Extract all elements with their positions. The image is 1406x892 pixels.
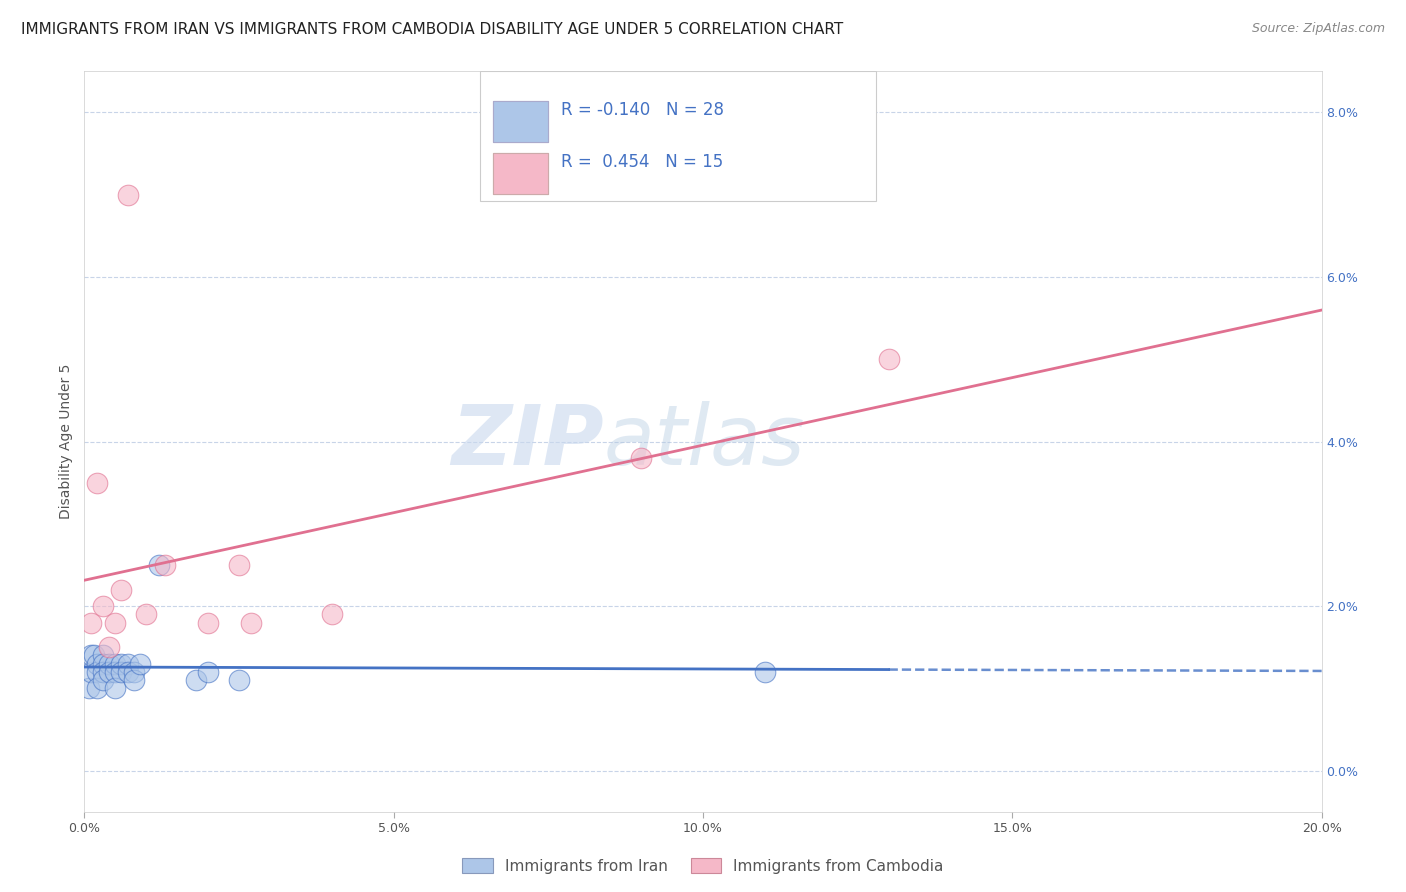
Point <box>91 599 114 613</box>
Point <box>91 657 114 671</box>
Text: Source: ZipAtlas.com: Source: ZipAtlas.com <box>1251 22 1385 36</box>
Point <box>129 657 152 671</box>
FancyBboxPatch shape <box>492 153 548 194</box>
Point <box>148 558 170 572</box>
Point <box>91 648 114 663</box>
Point <box>135 607 157 622</box>
Point <box>877 352 900 367</box>
Text: R =  0.454   N = 15: R = 0.454 N = 15 <box>561 153 723 170</box>
Point <box>98 657 121 671</box>
Point <box>197 665 219 679</box>
Point <box>86 681 108 696</box>
Point <box>91 665 114 679</box>
Point <box>79 665 101 679</box>
Point <box>104 665 127 679</box>
Point <box>79 681 101 696</box>
Legend: Immigrants from Iran, Immigrants from Cambodia: Immigrants from Iran, Immigrants from Ca… <box>454 850 952 881</box>
Point <box>184 673 207 687</box>
FancyBboxPatch shape <box>481 71 876 201</box>
Point <box>91 673 114 687</box>
Point <box>98 640 121 655</box>
Point <box>98 665 121 679</box>
Point <box>110 657 132 671</box>
Point <box>228 673 250 687</box>
Point <box>630 450 652 465</box>
Point <box>86 475 108 490</box>
Point <box>79 615 101 630</box>
Text: IMMIGRANTS FROM IRAN VS IMMIGRANTS FROM CAMBODIA DISABILITY AGE UNDER 5 CORRELAT: IMMIGRANTS FROM IRAN VS IMMIGRANTS FROM … <box>21 22 844 37</box>
Point <box>110 665 132 679</box>
FancyBboxPatch shape <box>492 101 548 142</box>
Text: R = -0.140   N = 28: R = -0.140 N = 28 <box>561 101 724 119</box>
Point <box>240 615 263 630</box>
Point <box>79 648 101 663</box>
Point <box>754 665 776 679</box>
Point <box>117 665 139 679</box>
Point <box>86 665 108 679</box>
Point <box>110 582 132 597</box>
Point <box>86 657 108 671</box>
Point <box>117 657 139 671</box>
Text: atlas: atlas <box>605 401 806 482</box>
Point <box>122 665 145 679</box>
Point <box>104 657 127 671</box>
Point <box>122 673 145 687</box>
Point <box>83 648 105 663</box>
Y-axis label: Disability Age Under 5: Disability Age Under 5 <box>59 364 73 519</box>
Point <box>104 681 127 696</box>
Point <box>117 187 139 202</box>
Point <box>153 558 176 572</box>
Point <box>228 558 250 572</box>
Point <box>197 615 219 630</box>
Point <box>321 607 343 622</box>
Text: ZIP: ZIP <box>451 401 605 482</box>
Point <box>104 615 127 630</box>
